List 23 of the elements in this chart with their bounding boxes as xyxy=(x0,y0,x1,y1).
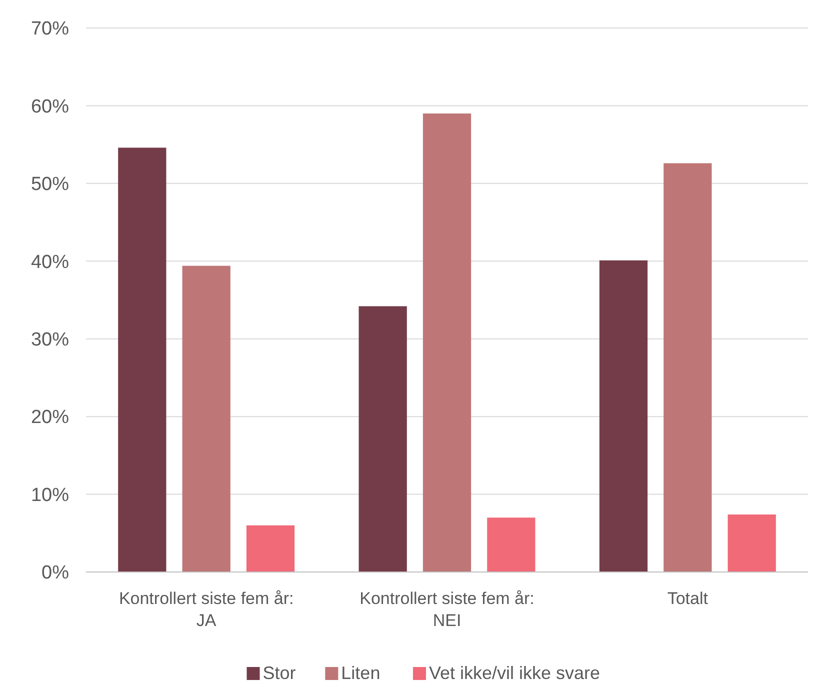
bar xyxy=(487,518,536,572)
bar xyxy=(422,113,472,572)
bar xyxy=(118,148,166,572)
bar xyxy=(182,266,230,572)
bar xyxy=(728,514,776,572)
x-tick-label: Kontrollert siste fem år: NEI xyxy=(360,589,534,630)
x-tick-label: Kontrollert siste fem år: JA xyxy=(118,589,294,630)
bar xyxy=(664,163,712,572)
y-tick-label: 70% xyxy=(30,18,70,40)
y-tick-label: 60% xyxy=(30,96,70,118)
y-tick-label: 30% xyxy=(30,330,70,351)
x-tick-label: Totalt xyxy=(667,589,708,608)
y-tick-label: 40% xyxy=(30,252,70,273)
y-tick-label: 50% xyxy=(30,174,70,196)
y-tick-label: 20% xyxy=(30,407,70,428)
legend-label: Liten xyxy=(341,663,380,683)
y-tick-label: 0% xyxy=(42,562,70,584)
legend-label: Vet ikke/vil ikke svare xyxy=(428,663,600,683)
bar xyxy=(358,306,407,572)
bar xyxy=(246,525,295,572)
y-tick-label: 10% xyxy=(30,484,70,506)
legend-label: Stor xyxy=(262,663,296,683)
bar xyxy=(599,260,648,572)
